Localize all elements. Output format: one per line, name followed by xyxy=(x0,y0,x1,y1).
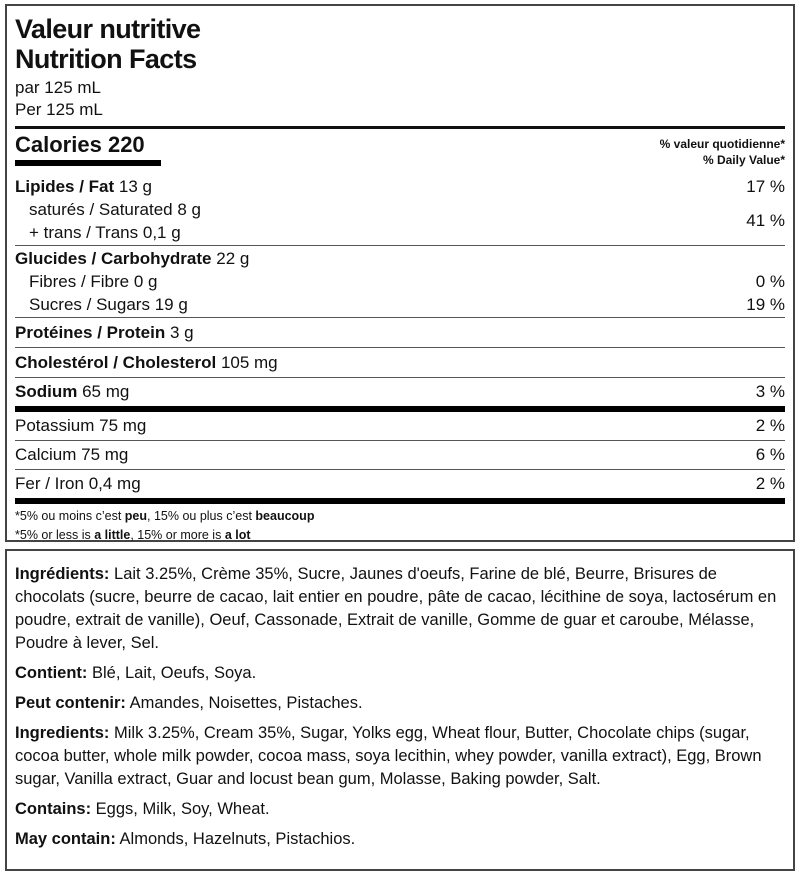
divider xyxy=(15,377,785,378)
cholesterol-row: Cholestérol / Cholesterol 105 mg xyxy=(15,352,278,372)
serving-fr: par 125 mL xyxy=(15,78,101,97)
sugars-row: Sucres / Sugars 19 g 19 % xyxy=(29,295,785,314)
sat-trans-row: saturés / Saturated 8 g + trans / Trans … xyxy=(15,197,785,245)
contient: Contient: Blé, Lait, Oeufs, Soya. xyxy=(15,664,257,682)
saturated-line: saturés / Saturated 8 g xyxy=(29,200,202,219)
divider xyxy=(15,126,785,129)
calories-row: Calories 220 % valeur quotidienne* % Dai… xyxy=(15,129,785,176)
thick-divider xyxy=(15,498,785,504)
iron-row: Fer / Iron 0,4 mg 2 % xyxy=(15,474,785,493)
trans-line: + trans / Trans 0,1 g xyxy=(29,223,181,242)
fibre-row: Fibres / Fibre 0 g 0 % xyxy=(29,272,785,291)
calories-value: 220 xyxy=(107,132,145,157)
peut-contenir: Peut contenir: Amandes, Noisettes, Pista… xyxy=(15,694,363,712)
sat-trans-dv: 41 % xyxy=(746,211,785,230)
title-fr: Valeur nutritive xyxy=(15,14,201,44)
ingredients-panel: Ingrédients: Lait 3.25%, Crème 35%, Sucr… xyxy=(5,549,795,871)
calories-bar xyxy=(15,160,161,166)
ingredients-en: Ingredients: Milk 3.25%, Cream 35%, Suga… xyxy=(15,724,762,788)
calories-label: Calories 220 xyxy=(15,132,145,157)
ingredients-fr: Ingrédients: Lait 3.25%, Crème 35%, Sucr… xyxy=(15,565,777,652)
divider xyxy=(15,317,785,318)
footnote: *5% ou moins c’est peu, 15% ou plus c’es… xyxy=(7,504,793,545)
divider xyxy=(15,440,785,441)
potassium-row: Potassium 75 mg 2 % xyxy=(15,416,785,435)
thick-divider xyxy=(15,406,785,412)
divider xyxy=(15,469,785,470)
nutrition-facts-table: Valeur nutritive Nutrition Facts par 125… xyxy=(5,4,795,542)
divider xyxy=(15,245,785,246)
sodium-row: Sodium 65 mg 3 % xyxy=(15,382,785,401)
title-en: Nutrition Facts xyxy=(15,44,197,74)
serving-en: Per 125 mL xyxy=(15,100,103,119)
protein-row: Protéines / Protein 3 g xyxy=(15,322,194,342)
may-contain: May contain: Almonds, Hazelnuts, Pistach… xyxy=(15,830,356,848)
contains: Contains: Eggs, Milk, Soy, Wheat. xyxy=(15,800,270,818)
footnote-fr: *5% ou moins c’est peu, 15% ou plus c’es… xyxy=(15,509,315,523)
calcium-row: Calcium 75 mg 6 % xyxy=(15,445,785,464)
carb-row: Glucides / Carbohydrate 22 g xyxy=(15,248,250,268)
fat-dv: 17 % xyxy=(746,176,785,196)
daily-value-header: % valeur quotidienne* % Daily Value* xyxy=(659,137,785,167)
divider xyxy=(15,347,785,348)
fat-row: Lipides / Fat 13 g 17 % xyxy=(15,176,785,196)
footnote-en: *5% or less is a little, 15% or more is … xyxy=(15,528,251,542)
